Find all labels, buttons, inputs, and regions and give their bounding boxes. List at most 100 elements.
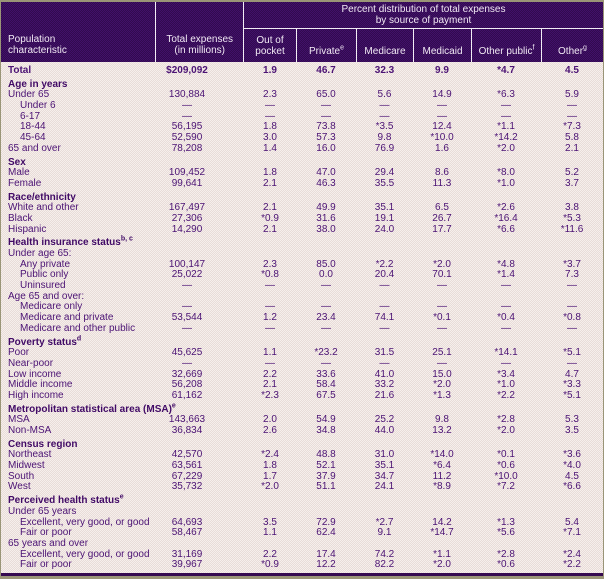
table-row: Black 27,306 *0.9 31.6 19.1 26.7 *16.4 *5.3 bbox=[1, 213, 603, 224]
column-header-out-of-pocket: Out of pocket bbox=[255, 35, 285, 57]
table-row: Middle income 56,208 2.1 58.4 33.2 *2.0 *1.0 *3… bbox=[1, 379, 603, 390]
table-row: MSA 143,663 2.0 54.9 25.2 9.8 *2.8 5.3 bbox=[1, 414, 603, 425]
column-header-other-public: Other publicf bbox=[471, 29, 541, 62]
cell-percent: 74.2 bbox=[374, 548, 395, 560]
row-label: Metropolitan statistical area (MSA)e bbox=[1, 402, 603, 414]
row-label-text: Under 6 bbox=[20, 100, 56, 112]
row-label-text: 65 years and over bbox=[8, 537, 89, 549]
table-row: Excellent, very good, or good 64,693 3.5 72… bbox=[1, 517, 603, 528]
population-characteristic-header: Population characteristic bbox=[1, 2, 155, 62]
cell-total-expenses: 167,497 bbox=[168, 202, 206, 214]
cell-percent: 14.9 bbox=[432, 89, 452, 101]
cell-percent: *0.4 bbox=[497, 312, 515, 324]
row-label: Uninsured bbox=[1, 280, 156, 291]
column-header-other: Otherg bbox=[541, 29, 603, 62]
cell-percent: 1.7 bbox=[263, 470, 277, 482]
cell-percent: — bbox=[437, 110, 447, 122]
row-label-text: Health insurance status bbox=[8, 237, 121, 249]
cell-percent: — bbox=[265, 110, 275, 122]
cell-percent: 31.5 bbox=[374, 347, 395, 359]
row-label-text: Excellent, very good, or good bbox=[20, 548, 150, 560]
cell-percent: 1.1 bbox=[263, 527, 277, 539]
cell-percent: 3.5 bbox=[565, 425, 579, 436]
table-row: Medicare and private 53,544 1.2 23.4 74.1 *0.… bbox=[1, 312, 603, 323]
row-label-text: 65 and over bbox=[8, 142, 61, 154]
row-label: Any private bbox=[1, 259, 156, 270]
row-label-text: 45-64 bbox=[20, 132, 46, 144]
cell-total-expenses: — bbox=[182, 322, 192, 334]
population-characteristic-header-line1: Population bbox=[8, 34, 56, 45]
cell-percent: 31.0 bbox=[374, 449, 395, 461]
cell-percent: 9.1 bbox=[377, 527, 392, 539]
row-label-text: Medicare and private bbox=[20, 312, 114, 324]
table-row: Excellent, very good, or good 31,169 2.2 17… bbox=[1, 549, 603, 560]
cell-percent: *0.1 bbox=[433, 312, 451, 324]
cell-percent: *2.2 bbox=[497, 389, 515, 401]
section-header-row: Age in years bbox=[1, 79, 603, 90]
cell-percent: 34.8 bbox=[316, 425, 336, 436]
column-header-private: Privatee bbox=[296, 29, 356, 62]
cell-percent: — bbox=[437, 357, 447, 369]
row-label-text: West bbox=[8, 481, 31, 493]
cell-percent: *10.0 bbox=[430, 132, 454, 144]
cell-percent: *2.0 bbox=[497, 142, 515, 154]
cell-percent: 14.2 bbox=[432, 516, 452, 528]
cell-percent: 2.1 bbox=[263, 379, 277, 391]
cell-percent: *6.6 bbox=[497, 223, 515, 235]
row-label-text: Age 65 and over: bbox=[8, 290, 85, 302]
cell-percent: 67.5 bbox=[316, 389, 336, 401]
cell-percent: 1.8 bbox=[263, 167, 277, 179]
cell-percent: — bbox=[567, 110, 577, 122]
row-label: Health insurance statusb, c bbox=[1, 236, 603, 249]
cell-percent: 1.8 bbox=[263, 121, 277, 133]
row-label-text: High income bbox=[8, 389, 64, 401]
cell-percent: 25.1 bbox=[432, 347, 452, 359]
cell-percent: *0.9 bbox=[261, 559, 279, 571]
cell-percent: — bbox=[321, 100, 331, 112]
cell-percent: — bbox=[265, 322, 275, 334]
cell-percent: — bbox=[265, 100, 275, 112]
table-header: Population characteristic Total expenses… bbox=[1, 2, 603, 62]
cell-percent: 44.0 bbox=[374, 425, 395, 436]
row-label-text: Hispanic bbox=[8, 223, 47, 235]
cell-total-expenses: 67,229 bbox=[171, 470, 203, 482]
cell-percent: *3.4 bbox=[497, 368, 515, 380]
cell-percent: 34.7 bbox=[374, 470, 395, 482]
cell-percent: 41.0 bbox=[374, 368, 395, 380]
cell-percent: *7.1 bbox=[563, 527, 581, 539]
cell-percent: *14.0 bbox=[430, 449, 454, 461]
cell-percent: 17.7 bbox=[432, 223, 452, 235]
row-label: South bbox=[1, 471, 156, 482]
cell-total-expenses: 27,306 bbox=[171, 212, 203, 224]
cell-total-expenses: 42,570 bbox=[171, 449, 203, 461]
row-label: Sex bbox=[1, 157, 603, 168]
row-label-text: White and other bbox=[8, 202, 79, 214]
column-header-medicare: Medicare bbox=[356, 29, 413, 62]
cell-total-expenses: 31,169 bbox=[171, 548, 203, 560]
cell-percent: 4.5 bbox=[565, 470, 579, 482]
cell-percent: 2.2 bbox=[263, 368, 277, 380]
row-label: Fair or poor bbox=[1, 527, 156, 538]
row-label-text: Any private bbox=[20, 258, 71, 270]
row-label: High income bbox=[1, 390, 156, 401]
cell-percent: *14.1 bbox=[494, 347, 518, 359]
row-label: Non-MSA bbox=[1, 425, 156, 436]
cell-total-expenses: 32,669 bbox=[171, 368, 203, 380]
table-row: West 35,732 *2.0 51.1 24.1 *8.9 *7.2 *6.6 bbox=[1, 481, 603, 492]
row-label-text: Near-poor bbox=[8, 357, 54, 369]
cell-percent: 23.4 bbox=[316, 312, 336, 324]
cell-percent: *2.8 bbox=[497, 414, 515, 426]
section-header-row: Census region bbox=[1, 439, 603, 450]
footnote-marker: e bbox=[119, 493, 124, 501]
cell-percent: 15.0 bbox=[432, 368, 452, 380]
row-label: Middle income bbox=[1, 379, 156, 390]
cell-total-expenses: 63,561 bbox=[171, 460, 203, 472]
cell-percent: 0.0 bbox=[319, 269, 333, 281]
cell-percent: — bbox=[321, 357, 331, 369]
row-label: 65 and over bbox=[1, 143, 156, 154]
cell-total-expenses: — bbox=[182, 100, 192, 112]
row-label: Race/ethnicity bbox=[1, 192, 603, 203]
cell-percent: 1.9 bbox=[263, 65, 277, 76]
cell-percent: *2.0 bbox=[261, 481, 279, 493]
